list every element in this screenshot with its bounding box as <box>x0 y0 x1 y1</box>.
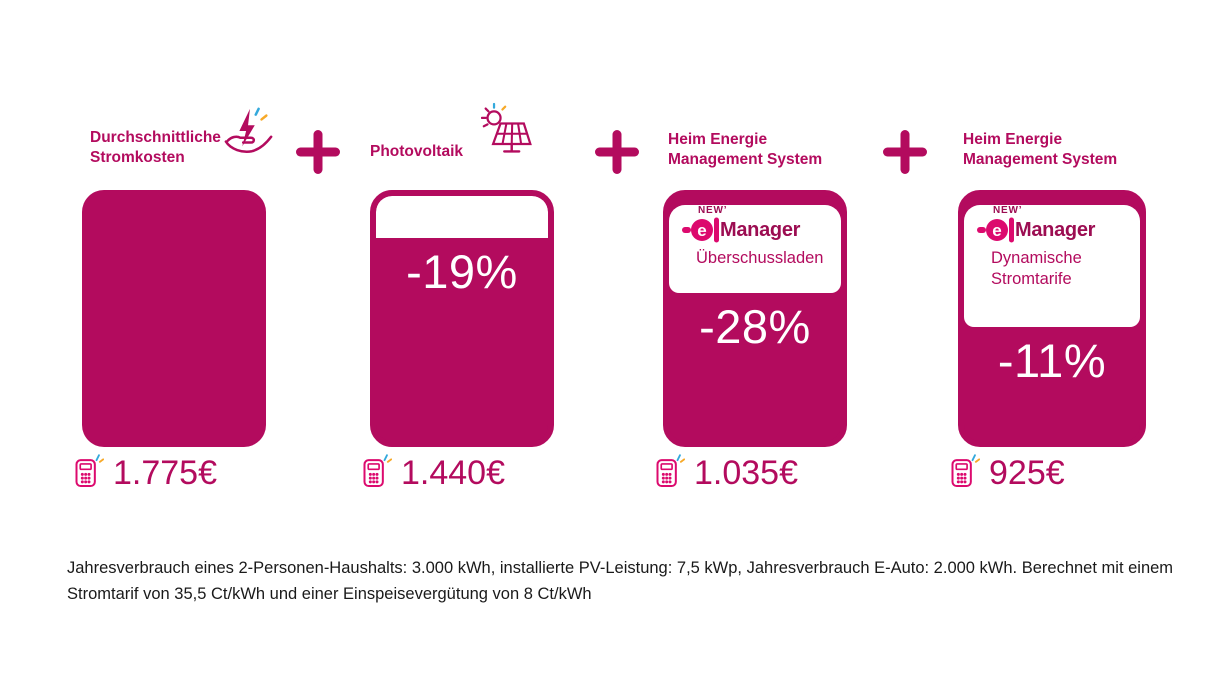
column-header: Heim Energie Management System <box>668 131 823 169</box>
calculator-icon <box>362 453 393 494</box>
footnote: Jahresverbrauch eines 2-Personen-Haushal… <box>67 559 1174 603</box>
price-label: 1.775€ <box>113 454 217 492</box>
emanager-feature-caption: Dynamische Stromtarife <box>991 249 1082 289</box>
cost-bar-photovoltaik: -19% <box>370 190 554 447</box>
savings-percent: -28% <box>699 300 811 353</box>
emanager-logo: e Manager <box>977 217 1140 243</box>
savings-area <box>376 196 548 238</box>
column-header: Photovoltaik <box>370 143 464 160</box>
emanager-wordmark: Manager <box>1015 218 1096 241</box>
calculator-icon <box>950 453 981 494</box>
emanager-feature-caption: Überschussladen <box>696 249 824 267</box>
hand-energy-icon <box>223 106 275 161</box>
cost-bar-hems-1: NEW’ e Manager Überschussladen -28% <box>663 190 847 447</box>
column-header: Heim Energie Management System <box>963 131 1118 169</box>
emanager-logo: e Manager <box>682 217 841 243</box>
emanager-box: NEW’ e Manager Überschussladen <box>669 205 841 293</box>
cost-bar-baseline <box>82 190 266 447</box>
price-row: 1.440€ <box>362 453 505 494</box>
price-row: 1.035€ <box>655 453 798 494</box>
plus-icon <box>593 128 641 176</box>
new-brand-label: NEW’ <box>993 205 1023 216</box>
price-label: 925€ <box>989 454 1065 492</box>
plug-e-icon: e <box>682 217 719 243</box>
cost-bar-hems-2: NEW’ e Manager Dynamische Stromtarife -1… <box>958 190 1146 447</box>
emanager-box: NEW’ e Manager Dynamische Stromtarife <box>964 205 1140 327</box>
new-brand-label: NEW’ <box>698 205 728 216</box>
plus-icon <box>294 128 342 176</box>
calculator-icon <box>74 453 105 494</box>
svg-text:e: e <box>697 221 706 240</box>
emanager-wordmark: Manager <box>720 218 801 241</box>
savings-percent: -11% <box>997 334 1107 387</box>
column-header: Durchschnittliche Stromkosten <box>90 129 221 167</box>
column-hems-dynamische-tarife: Heim Energie Management System NEW’ e Ma… <box>951 100 1146 540</box>
price-row: 1.775€ <box>74 453 217 494</box>
plus-icon <box>881 128 929 176</box>
price-label: 1.440€ <box>401 454 505 492</box>
plug-e-icon: e <box>977 217 1014 243</box>
svg-text:e: e <box>992 221 1001 240</box>
savings-percent: -19% <box>406 245 518 298</box>
column-photovoltaik: Photovoltaik -19% <box>363 100 554 540</box>
column-stromkosten: Durchschnittliche Stromkosten <box>75 100 273 540</box>
price-label: 1.035€ <box>694 454 798 492</box>
column-hems-ueberschussladen: Heim Energie Management System NEW’ e Ma… <box>656 100 847 540</box>
solar-panel-icon <box>480 102 535 163</box>
calculator-icon <box>655 453 686 494</box>
price-row: 925€ <box>950 453 1065 494</box>
